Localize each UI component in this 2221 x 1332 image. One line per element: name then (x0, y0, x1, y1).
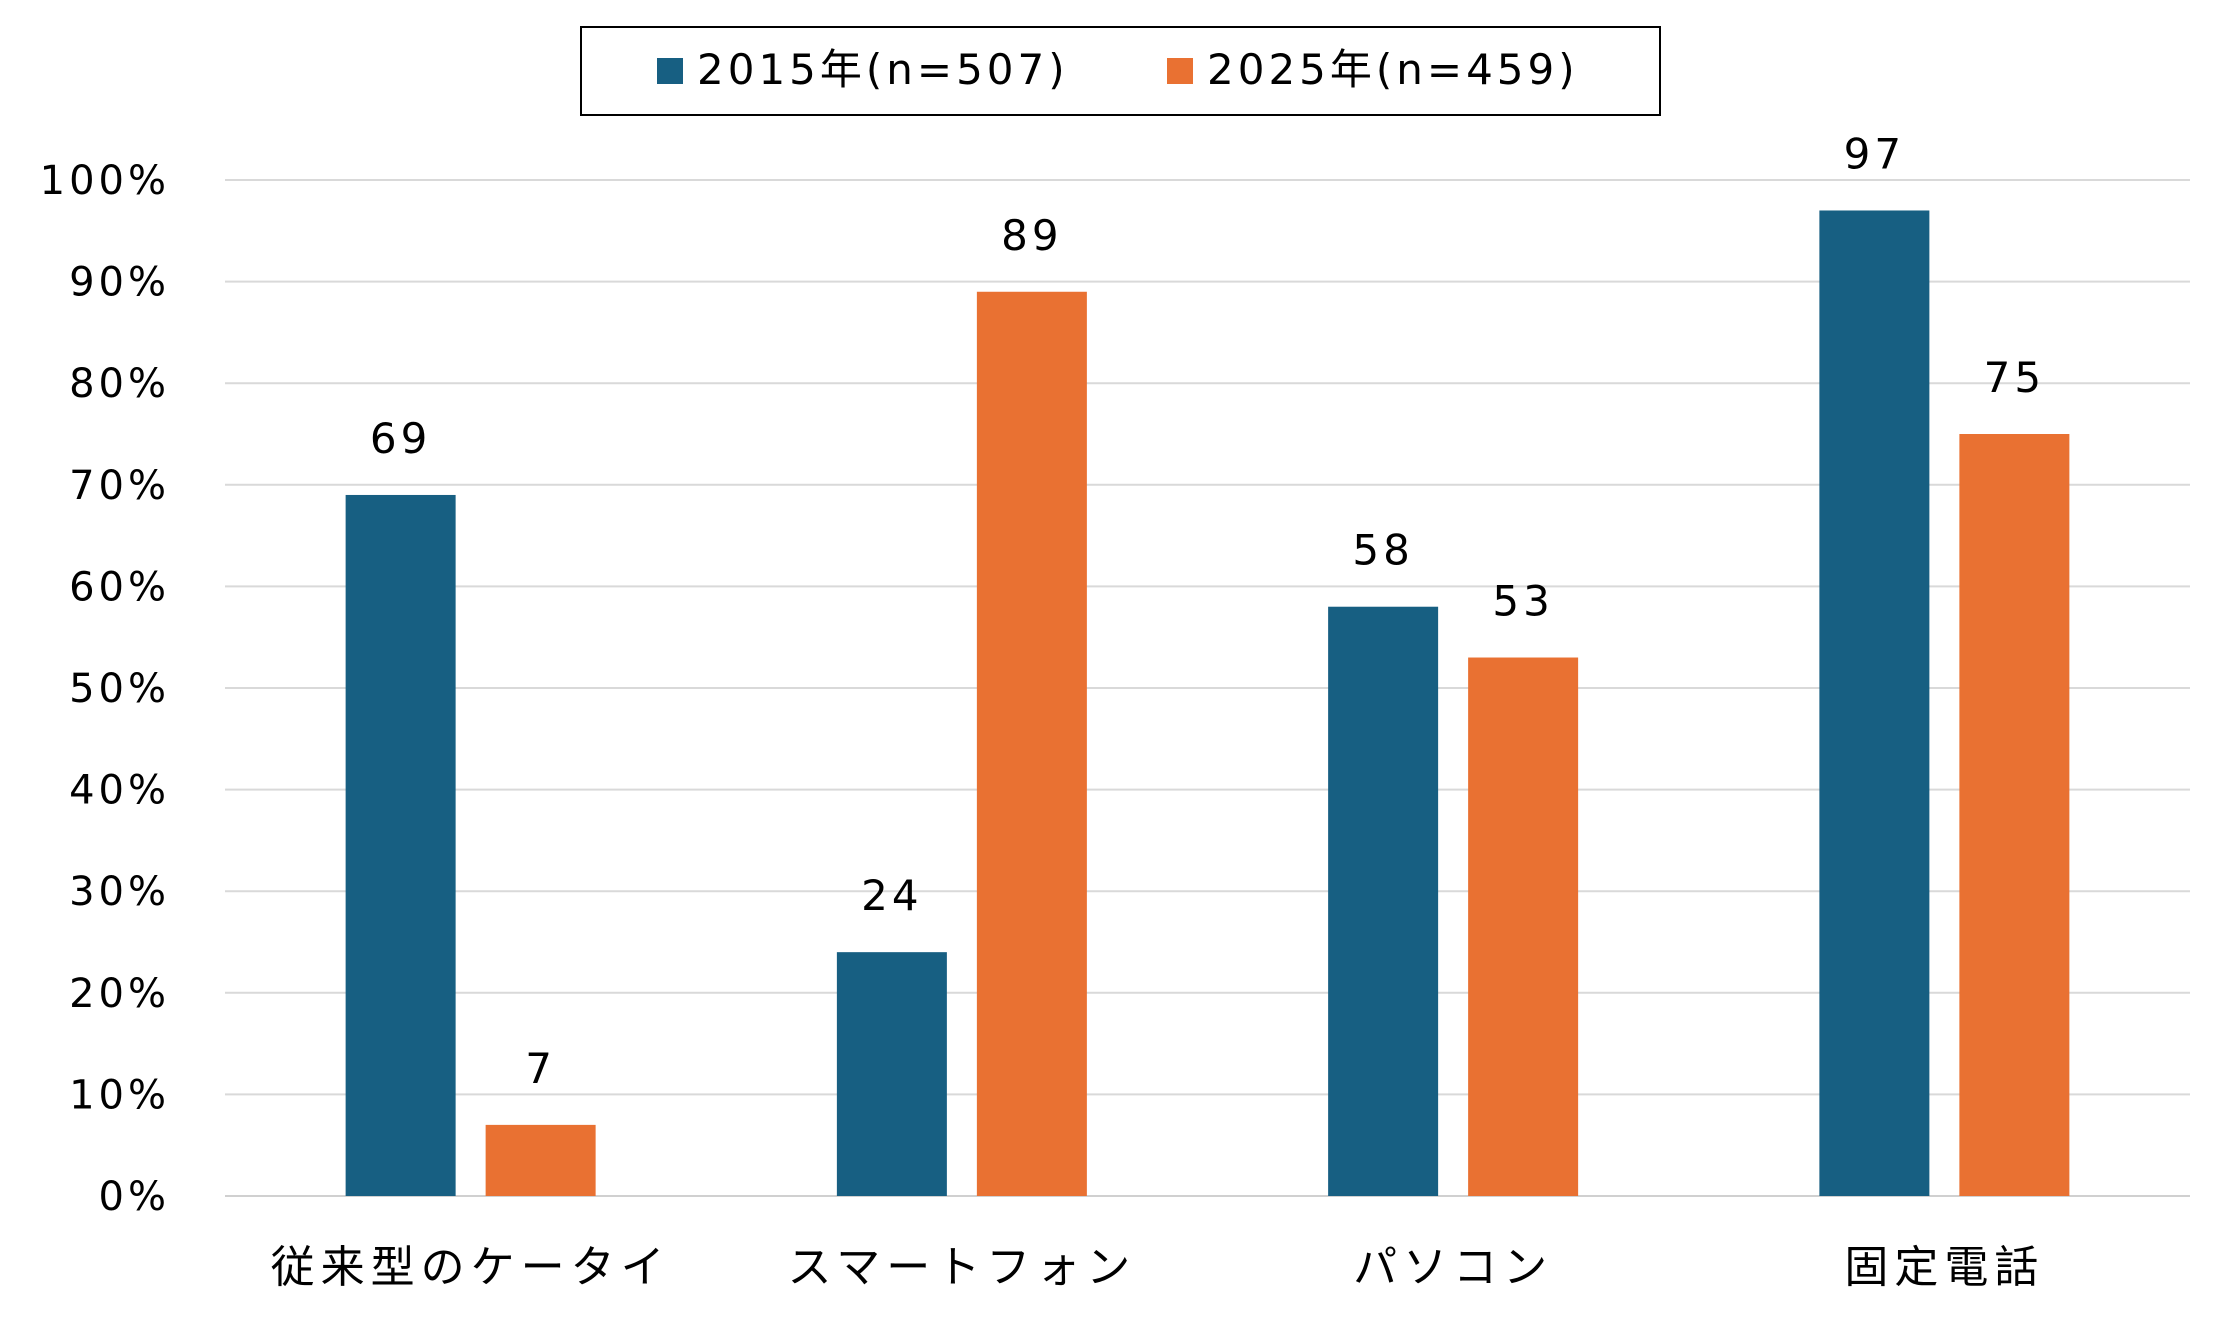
bar-2015-cat-0 (345, 494, 456, 1197)
bar-2015-cat-1 (836, 952, 947, 1196)
data-label: 75 (1984, 353, 2045, 402)
legend-box (580, 26, 1661, 116)
y-tick-label: 20% (69, 971, 170, 1017)
data-label: 69 (370, 414, 431, 463)
category-label: 固定電話 (1844, 1242, 2044, 1293)
x-axis-categories: 従来型のケータイ スマートフォン パソコン 固定電話 (271, 1242, 2044, 1293)
data-labels: 69 7 24 89 58 53 97 75 (370, 129, 2045, 1093)
category-label: パソコン (1353, 1242, 1553, 1293)
category-label: スマートフォン (788, 1242, 1137, 1293)
y-tick-label: 100% (40, 158, 170, 204)
y-tick-label: 80% (69, 361, 170, 407)
legend-swatch (1167, 58, 1193, 84)
y-tick-label: 50% (69, 666, 170, 712)
bar-2025-cat-3 (1959, 434, 2070, 1196)
bar-2025-cat-0 (485, 1124, 596, 1196)
bar-2015-cat-2 (1328, 606, 1439, 1196)
legend-entry: 2025年(n=459) (1207, 45, 1579, 94)
y-tick-label: 90% (69, 260, 170, 306)
data-label: 58 (1352, 526, 1413, 575)
y-tick-label: 0% (99, 1174, 170, 1220)
data-label: 53 (1492, 577, 1553, 626)
bar-2025-cat-1 (976, 291, 1087, 1196)
data-label: 24 (861, 871, 922, 920)
category-label: 従来型のケータイ (271, 1242, 671, 1293)
y-tick-label: 40% (69, 768, 170, 814)
y-tick-label: 60% (69, 564, 170, 610)
data-label: 89 (1001, 211, 1062, 260)
bar-2015-cat-3 (1819, 210, 1930, 1197)
y-tick-label: 70% (69, 463, 170, 509)
y-axis-ticks: 0% 10% 20% 30% 40% 50% 60% 70% 80% 90% 100% (40, 158, 170, 1220)
bars (345, 210, 2070, 1197)
legend-swatch (657, 58, 683, 84)
legend-entry: 2015年(n=507) (697, 45, 1069, 94)
y-tick-label: 10% (69, 1072, 170, 1118)
legend: 2015年(n=507) 2025年(n=459) (580, 26, 1661, 116)
data-label: 7 (525, 1044, 556, 1093)
y-tick-label: 30% (69, 869, 170, 915)
bar-2025-cat-2 (1468, 657, 1579, 1196)
data-label: 97 (1844, 129, 1905, 178)
